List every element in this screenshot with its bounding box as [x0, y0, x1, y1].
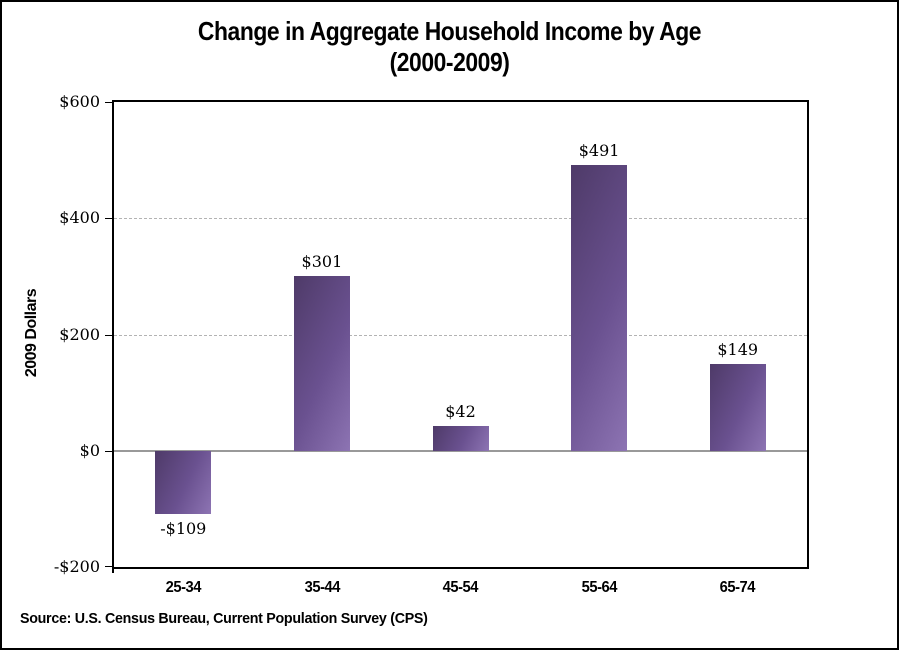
y-axis-tick-mark	[105, 566, 114, 567]
bar	[155, 450, 212, 515]
bar	[709, 364, 766, 451]
x-axis-tick-label: 35-44	[304, 579, 340, 596]
chart-title: Change in Aggregate Household Income by …	[56, 16, 844, 78]
x-axis-tick-label: 55-64	[581, 579, 617, 596]
y-axis-tick-label: $0	[79, 440, 100, 460]
gridline	[114, 218, 807, 220]
y-axis-tick-label: $200	[59, 324, 100, 344]
x-axis-corner-tick	[112, 567, 114, 573]
zero-gridline	[114, 449, 807, 452]
chart-title-line2: (2000-2009)	[389, 47, 510, 77]
x-axis-tick-label: 65-74	[720, 579, 756, 596]
bar	[293, 275, 350, 451]
y-axis-tick-mark	[105, 450, 114, 452]
bar	[571, 165, 628, 451]
bar-value-label: $42	[445, 402, 476, 422]
bar-value-label: $301	[301, 251, 343, 271]
x-axis-tick-label: 25-34	[165, 579, 202, 596]
bar-value-label: $149	[717, 340, 759, 360]
y-axis-tick-label: $400	[59, 208, 100, 228]
x-axis-tick-label: 45-54	[442, 579, 479, 596]
bar-value-label: $491	[578, 141, 620, 161]
y-axis-tick-label: -$200	[53, 557, 100, 576]
y-axis-tick-mark	[105, 218, 114, 220]
bar-value-label: -$109	[160, 519, 207, 539]
plot-area: $600 $400 $200 $0 -$200 -$109 25-34 $301 35-44 $4…	[54, 92, 809, 596]
y-axis-tick-label: $600	[59, 92, 100, 111]
gridline	[114, 334, 807, 336]
chart-title-line1: Change in Aggregate Household Income by …	[197, 16, 702, 46]
y-axis-tick-mark	[105, 334, 114, 336]
y-axis-tick-mark	[105, 102, 114, 103]
bar	[432, 426, 489, 451]
source-note: Source: U.S. Census Bureau, Current Popu…	[20, 610, 428, 627]
